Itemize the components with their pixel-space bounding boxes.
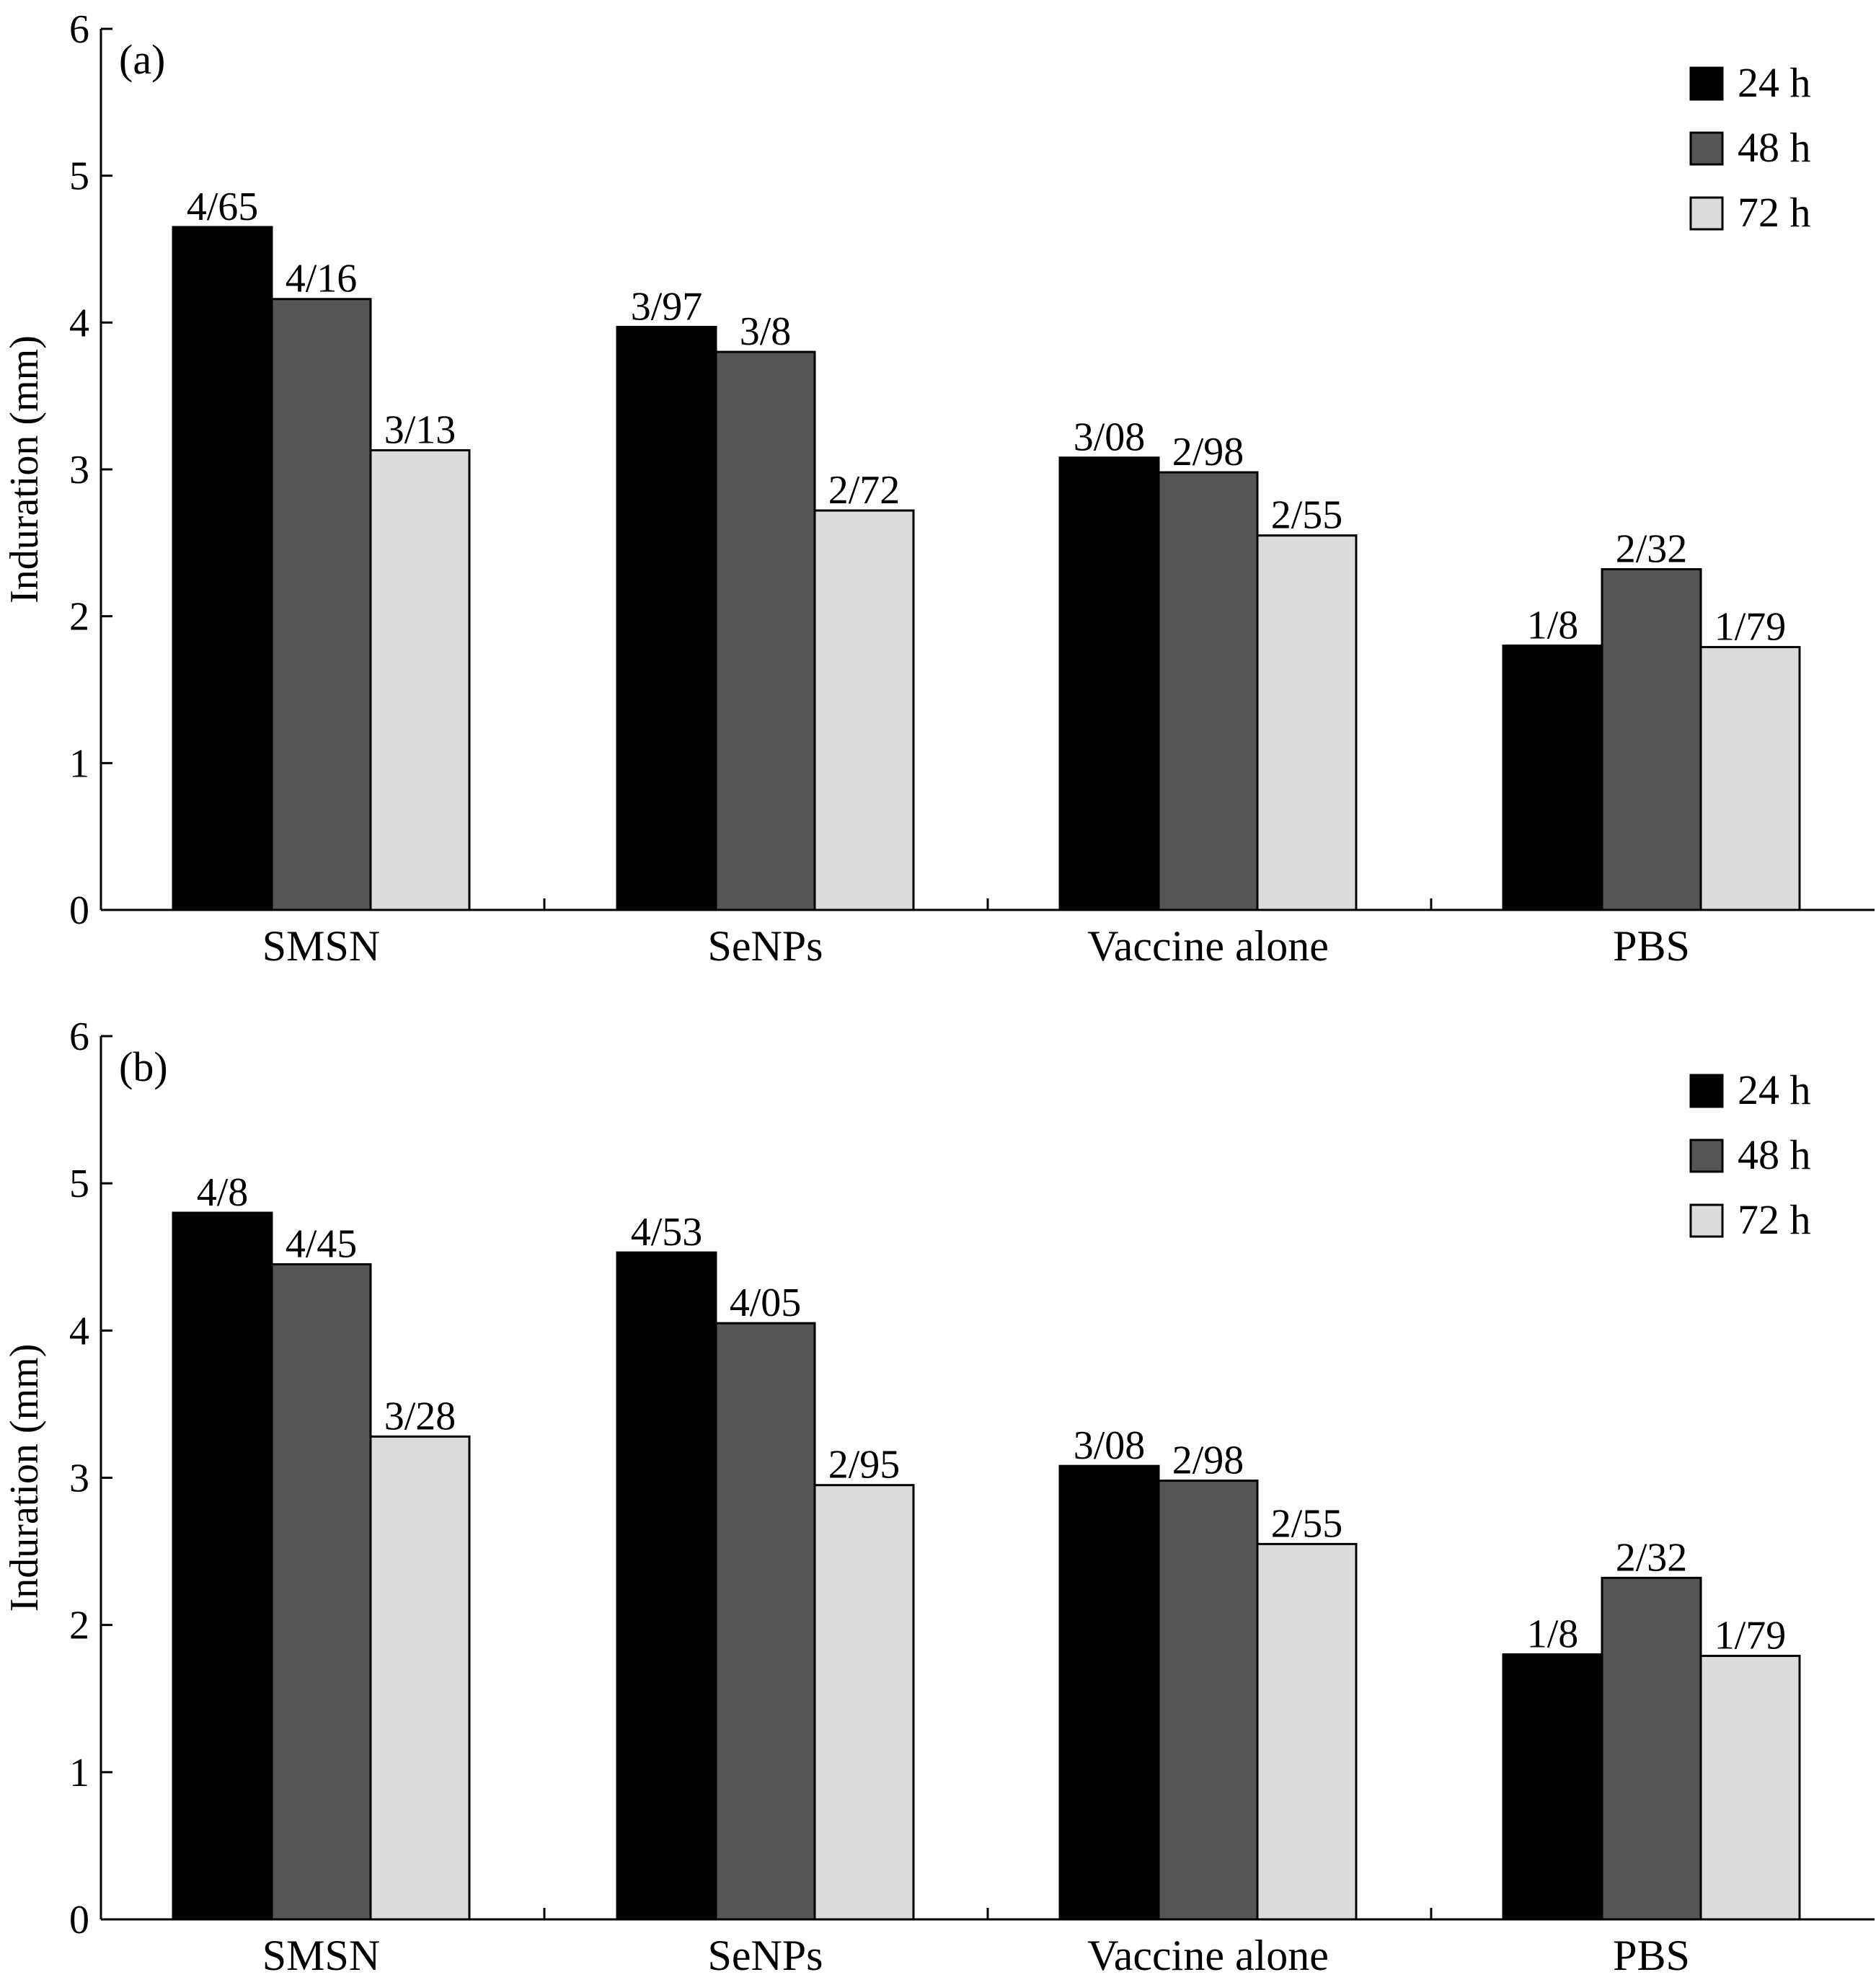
data-label: 3/28 xyxy=(384,1394,456,1438)
bar-72h-0 xyxy=(369,1435,471,1921)
panel-label: (b) xyxy=(119,1043,168,1090)
legend-swatch xyxy=(1689,196,1724,231)
data-label: 2/98 xyxy=(1172,1438,1244,1483)
data-label: 2/72 xyxy=(828,468,901,513)
data-label: 2/98 xyxy=(1172,430,1244,474)
x-category-label: SMSN xyxy=(262,922,380,970)
bar-24h-0 xyxy=(172,226,273,911)
legend-label: 48 h xyxy=(1738,1131,1811,1178)
legend-label: 72 h xyxy=(1738,189,1811,236)
y-tick-label: 0 xyxy=(69,1898,89,1942)
data-label: 3/08 xyxy=(1074,415,1146,460)
legend-swatch xyxy=(1689,66,1724,101)
data-label: 3/13 xyxy=(384,408,456,453)
bar-72h-1 xyxy=(813,1484,915,1921)
legend: 24 h 48 h 72 h xyxy=(1689,59,1811,236)
y-tick-label: 0 xyxy=(69,888,89,933)
bar-48h-0 xyxy=(270,298,372,911)
panel-label: (a) xyxy=(119,36,165,83)
y-tick-label: 4 xyxy=(69,1309,89,1353)
data-label: 1/8 xyxy=(1527,603,1579,647)
data-label: 2/55 xyxy=(1271,1501,1343,1546)
bar-24h-1 xyxy=(616,1251,717,1921)
bar-72h-3 xyxy=(1699,645,1801,911)
data-label: 2/32 xyxy=(1616,1535,1688,1580)
bar-24h-2 xyxy=(1058,1464,1160,1921)
y-tick-label: 1 xyxy=(69,1751,89,1795)
bar-48h-0 xyxy=(270,1263,372,1921)
y-tick-label: 4 xyxy=(69,301,89,345)
data-label: 3/8 xyxy=(740,309,792,354)
legend-swatch xyxy=(1689,1139,1724,1173)
data-label: 4/16 xyxy=(286,257,358,301)
bar-72h-1 xyxy=(813,509,915,911)
x-category-label: SeNPs xyxy=(707,922,823,970)
data-label: 3/97 xyxy=(631,284,703,329)
x-category-label: SeNPs xyxy=(707,1932,823,1979)
bar-24h-1 xyxy=(616,325,717,911)
y-axis-title: Induration (mm) xyxy=(2,335,47,604)
data-label: 4/53 xyxy=(631,1210,703,1255)
legend-swatch xyxy=(1689,1074,1724,1108)
y-tick-label: 5 xyxy=(69,1162,89,1206)
legend-label: 24 h xyxy=(1738,59,1811,106)
bar-24h-3 xyxy=(1502,644,1603,911)
x-category-label: PBS xyxy=(1613,1932,1690,1979)
y-axis-title: Induration (mm) xyxy=(2,1344,47,1612)
legend-swatch xyxy=(1689,1203,1724,1238)
bar-72h-0 xyxy=(369,449,471,911)
bar-24h-2 xyxy=(1058,456,1160,911)
legend-label: 48 h xyxy=(1738,124,1811,171)
y-tick-label: 1 xyxy=(69,741,89,786)
data-label: 1/79 xyxy=(1714,1614,1787,1658)
bar-72h-2 xyxy=(1256,534,1358,911)
y-tick-label: 2 xyxy=(69,595,89,640)
bar-48h-2 xyxy=(1157,471,1259,911)
data-label: 3/08 xyxy=(1074,1423,1146,1468)
data-label: 4/8 xyxy=(197,1170,249,1215)
bar-48h-1 xyxy=(714,350,816,911)
legend-label: 72 h xyxy=(1738,1196,1811,1243)
data-label: 2/95 xyxy=(828,1443,901,1487)
bar-24h-0 xyxy=(172,1211,273,1921)
chart-panel-b: 0 1 2 3 4 5 6 Induration (mm) (b) 4/8 4/53 3/08 1/8 4… xyxy=(2,1014,1875,1979)
bar-72h-3 xyxy=(1699,1655,1801,1921)
y-tick-label: 3 xyxy=(69,448,89,492)
legend: 24 h 48 h 72 h xyxy=(1689,1066,1811,1243)
x-category-label: SMSN xyxy=(262,1932,380,1979)
x-category-label: Vaccine alone xyxy=(1087,1932,1329,1979)
bar-48h-1 xyxy=(714,1322,816,1921)
x-category-label: PBS xyxy=(1613,922,1690,970)
bar-24h-3 xyxy=(1502,1653,1603,1921)
x-category-label: Vaccine alone xyxy=(1087,922,1329,970)
data-label: 4/45 xyxy=(286,1221,358,1266)
data-label: 2/55 xyxy=(1271,493,1343,538)
y-tick-label: 5 xyxy=(69,154,89,199)
data-label: 1/79 xyxy=(1714,604,1787,649)
legend-label: 24 h xyxy=(1738,1066,1811,1113)
y-tick-label: 3 xyxy=(69,1456,89,1501)
bar-72h-2 xyxy=(1256,1542,1358,1921)
bar-48h-3 xyxy=(1601,1576,1702,1921)
bar-48h-3 xyxy=(1601,567,1702,911)
y-tick-label: 6 xyxy=(69,1014,89,1059)
data-label: 4/65 xyxy=(187,185,259,229)
data-label: 1/8 xyxy=(1527,1612,1579,1657)
data-label: 2/32 xyxy=(1616,526,1688,571)
chart-panel-a: 0 1 2 3 4 5 6 Induration (mm) (a) 4/65 3/97 3/08 1/8… xyxy=(2,7,1875,970)
data-label: 4/05 xyxy=(730,1281,802,1325)
y-tick-label: 2 xyxy=(69,1604,89,1648)
legend-swatch xyxy=(1689,131,1724,166)
y-tick-label: 6 xyxy=(69,7,89,52)
bar-48h-2 xyxy=(1157,1480,1259,1921)
